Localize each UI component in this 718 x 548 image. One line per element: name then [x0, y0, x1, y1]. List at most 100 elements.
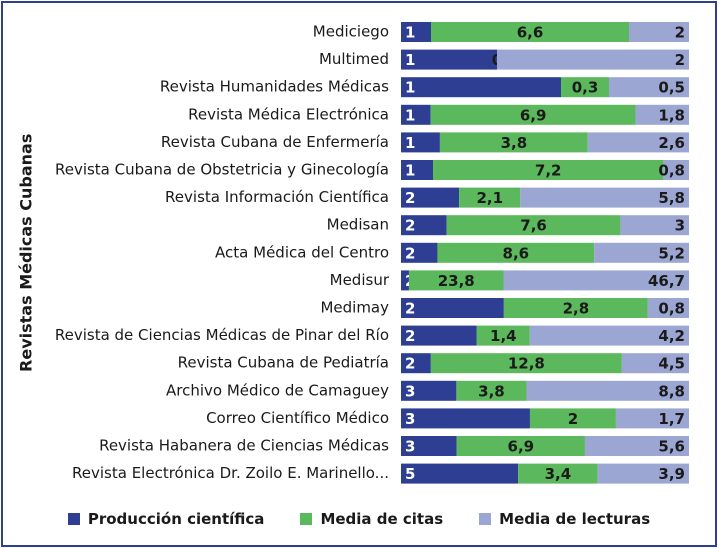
data-label: 46,7 — [648, 272, 685, 290]
bar-segment-lecturas — [597, 463, 689, 484]
data-label: 3,4 — [545, 465, 572, 483]
data-label: 12,8 — [508, 355, 545, 373]
bar-segment-produccion — [401, 242, 438, 263]
data-label: 1,7 — [658, 410, 685, 428]
category-label: Revista Cubana de Enfermería — [161, 133, 389, 151]
data-label: 8,8 — [658, 382, 685, 400]
bar-segment-produccion — [401, 436, 457, 456]
legend-item: Producción científica — [67, 510, 265, 528]
bar-segment-citas — [430, 104, 636, 125]
bar-segment-citas — [476, 325, 530, 346]
bar-segment-citas — [437, 242, 595, 263]
category-label: Mediciego — [313, 23, 389, 41]
data-label: 5,8 — [658, 189, 685, 207]
data-label: 4,2 — [658, 327, 685, 345]
bar-segment-lecturas — [526, 380, 689, 401]
data-label: 3,8 — [501, 134, 528, 152]
data-label: 3,9 — [658, 465, 685, 483]
data-label: 1,8 — [658, 106, 685, 124]
data-label: 3 — [405, 382, 415, 400]
category-label: Acta Médica del Centro — [215, 243, 389, 261]
y-axis-title: Revistas Médicas Cubanas — [17, 134, 36, 372]
data-label: 3 — [675, 217, 685, 235]
data-label: 5,6 — [658, 438, 685, 456]
bar-segment-citas — [439, 132, 588, 153]
bar-segment-produccion — [401, 463, 519, 484]
bar-segment-lecturas — [621, 353, 689, 374]
category-label: Medisur — [330, 271, 390, 289]
data-label: 2,8 — [563, 300, 590, 318]
bar-segment-produccion — [401, 132, 440, 153]
category-label: Archivo Médico de Camaguey — [166, 381, 389, 399]
bar-segment-citas — [518, 463, 598, 484]
bar-segment-produccion — [401, 187, 460, 208]
data-label: 2 — [405, 217, 415, 235]
bar-segment-citas — [433, 160, 664, 180]
bar-segment-lecturas — [647, 298, 689, 318]
bar-segment-produccion — [401, 49, 497, 70]
bar-segment-produccion — [401, 270, 409, 291]
bar-segment-produccion — [401, 298, 504, 318]
bar-segment-produccion — [401, 408, 530, 429]
data-label: 2 — [405, 244, 415, 262]
legend-swatch — [300, 513, 313, 525]
legend: Producción científica Media de citas Media… — [0, 510, 718, 528]
bar-segment-lecturas — [503, 270, 689, 291]
category-label: Medimay — [320, 299, 389, 317]
data-label: 1 — [405, 134, 415, 152]
data-label: 1 — [405, 106, 415, 124]
bar-segment-produccion — [401, 160, 433, 180]
legend-label: Media de citas — [320, 510, 444, 528]
category-label: Revista Humanidades Médicas — [160, 78, 389, 96]
data-label: 5 — [405, 465, 415, 483]
data-label: 2 — [405, 355, 415, 373]
data-label: 2 — [675, 51, 685, 69]
legend-label: Media de lecturas — [499, 510, 651, 528]
legend-label: Producción científica — [87, 510, 265, 528]
data-label: 2 — [405, 327, 415, 345]
data-label: 1 — [405, 24, 415, 42]
bar-segment-citas — [561, 77, 609, 98]
data-label: 1,4 — [490, 327, 517, 345]
bar-segment-citas — [459, 187, 521, 208]
data-label: 4,5 — [658, 355, 685, 373]
bar-segment-produccion — [401, 77, 561, 98]
data-label: 1 — [405, 51, 415, 69]
stacked-bar-chart: Revistas Médicas Cubanas Mediciego 1 6,6 2 Mu… — [17, 22, 689, 484]
category-label: Revista Cubana de Pediatría — [178, 354, 389, 372]
category-label: Multimed — [319, 50, 389, 68]
bar-segment-produccion — [401, 104, 431, 125]
bar-segment-citas — [456, 380, 527, 401]
category-label: Revista Médica Electrónica — [188, 105, 389, 123]
bar-segment-produccion — [401, 325, 477, 346]
bar-segment-produccion — [401, 380, 457, 401]
category-label: Revista Electrónica Dr. Zoilo E. Marinel… — [72, 464, 389, 482]
data-label: 2,6 — [658, 134, 685, 152]
bar-segment-lecturas — [497, 49, 689, 70]
bar-segment-citas — [408, 270, 504, 291]
data-label: 0,5 — [658, 79, 685, 97]
data-label: 2 — [675, 24, 685, 42]
data-label: 2 — [405, 300, 415, 318]
category-label: Revista Habanera de Ciencias Médicas — [99, 437, 389, 455]
data-label: 7,2 — [535, 162, 562, 180]
category-label: Revista Información Científica — [165, 188, 389, 206]
bar-segment-lecturas — [587, 132, 689, 153]
category-label: Revista de Ciencias Médicas de Pinar del… — [55, 326, 389, 344]
bar-segment-produccion — [401, 215, 447, 236]
data-label: 2,1 — [476, 189, 503, 207]
bar-segment-citas — [446, 215, 621, 236]
bar-segment-lecturas — [520, 187, 689, 208]
data-label: 0,8 — [658, 162, 685, 180]
bar-segment-lecturas — [629, 22, 689, 42]
category-label: Revista Cubana de Obstetricia y Ginecolo… — [55, 161, 389, 179]
data-label: 23,8 — [438, 272, 475, 290]
bar-segment-lecturas — [663, 160, 689, 180]
data-label: 2 — [405, 189, 415, 207]
legend-swatch — [67, 513, 80, 525]
data-label: 0,8 — [658, 300, 685, 318]
bar-segment-citas — [503, 298, 648, 318]
data-label: 3,8 — [478, 382, 505, 400]
data-label: 0,3 — [572, 79, 599, 97]
